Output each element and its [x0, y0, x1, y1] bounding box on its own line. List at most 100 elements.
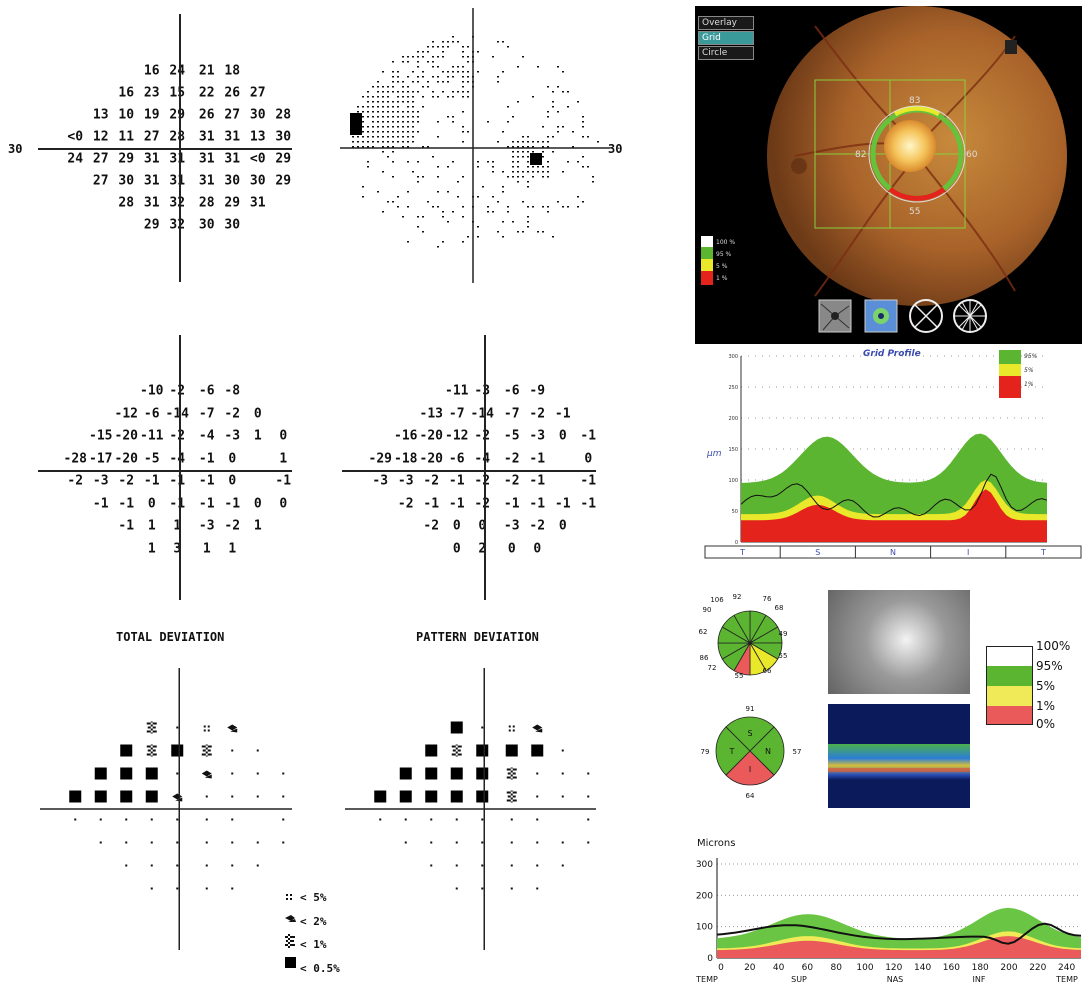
- grayscale-dot: [402, 101, 404, 103]
- grayscale-dot: [382, 211, 384, 213]
- total-deviation-cell: -1: [93, 496, 109, 511]
- pattern-deviation-cell: -1: [423, 496, 439, 511]
- threshold-cell: 26: [224, 86, 240, 101]
- grayscale-dot: [407, 141, 409, 143]
- grayscale-dot: [577, 206, 579, 208]
- oct-retina-layer: [828, 744, 970, 780]
- pattern-deviation-cell: -1: [504, 496, 520, 511]
- grayscale-dot: [462, 131, 464, 133]
- threshold-cell: 12: [93, 130, 109, 145]
- grayscale-dot: [552, 136, 554, 138]
- total-prob-symbol: [171, 745, 183, 757]
- quadrant-value-T: 79: [701, 748, 710, 756]
- quadrant-label: I: [749, 765, 751, 774]
- grayscale-dot: [362, 96, 364, 98]
- pattern-prob-symbol: [456, 842, 458, 844]
- pattern-deviation-cell: -20: [420, 429, 443, 444]
- grayscale-dot: [517, 171, 519, 173]
- grayscale-dot: [367, 106, 369, 108]
- grayscale-dot: [567, 91, 569, 93]
- grayscale-dot: [497, 41, 499, 43]
- grayscale-dot: [462, 91, 464, 93]
- pattern-prob-symbol: [536, 842, 538, 844]
- pattern-prob-symbol: [481, 819, 483, 821]
- grayscale-dot: [377, 126, 379, 128]
- total-deviation-cell: -1: [199, 496, 215, 511]
- grayscale-dot: [412, 121, 414, 123]
- grayscale-dot: [387, 101, 389, 103]
- macula-spot: [791, 158, 807, 174]
- grayscale-dot: [352, 141, 354, 143]
- threshold-cell: 28: [169, 130, 185, 145]
- grayscale-dot: [557, 126, 559, 128]
- quadrant-value-S: 91: [746, 705, 755, 713]
- total-deviation-cell: -2: [67, 474, 83, 489]
- grayscale-dot: [527, 206, 529, 208]
- grayscale-dot: [412, 171, 414, 173]
- pattern-prob-symbol: [476, 768, 488, 780]
- clock-value: 106: [710, 596, 724, 604]
- clock-value: 86: [700, 654, 709, 662]
- grayscale-dot: [522, 176, 524, 178]
- circle-button[interactable]: Circle: [698, 46, 754, 60]
- grayscale-dot: [392, 106, 394, 108]
- grayscale-dot: [547, 211, 549, 213]
- grayscale-dot: [392, 161, 394, 163]
- pattern-deviation-cell: -1: [580, 429, 596, 444]
- grayscale-dot: [462, 51, 464, 53]
- grayscale-dot: [367, 116, 369, 118]
- total-deviation-cell: 1: [254, 519, 262, 534]
- total-deviation-cell: 0: [254, 406, 262, 421]
- gp-legend-5: 5%: [1024, 367, 1034, 374]
- quadrant-label: S: [747, 729, 752, 738]
- total-deviation-cell: 1: [254, 429, 262, 444]
- grayscale-dot: [397, 206, 399, 208]
- total-prob-symbol: [176, 727, 178, 729]
- grayscale-dot: [377, 136, 379, 138]
- grayscale-dot: [537, 166, 539, 168]
- grayscale-dot: [402, 126, 404, 128]
- grayscale-dot: [367, 96, 369, 98]
- grayscale-dot: [387, 136, 389, 138]
- oct-bscan-image: [828, 704, 970, 808]
- grayscale-dot: [517, 141, 519, 143]
- percent-legend-yellow: [986, 686, 1033, 706]
- grayscale-dot: [417, 61, 419, 63]
- pattern-prob-symbol: [452, 745, 462, 757]
- threshold-cell: 31: [199, 130, 215, 145]
- threshold-cell: 28: [275, 108, 291, 123]
- grayscale-dot: [372, 141, 374, 143]
- grayscale-dot: [397, 96, 399, 98]
- overlay-button[interactable]: Overlay: [698, 16, 754, 30]
- grayscale-dot: [377, 191, 379, 193]
- ts-cat-label: NAS: [887, 975, 904, 982]
- pattern-prob-symbol: [511, 888, 513, 890]
- grayscale-dot: [382, 126, 384, 128]
- threshold-cell: 30: [118, 174, 134, 189]
- grid-button[interactable]: Grid: [698, 31, 754, 45]
- grayscale-dot: [392, 201, 394, 203]
- grayscale-dot: [407, 56, 409, 58]
- pattern-deviation-cell: -2: [504, 451, 520, 466]
- grid-profile-chart: Grid Profile μm 050100150200250300 95% 5…: [695, 344, 1083, 566]
- percent-legend-5: 5%: [1036, 679, 1055, 693]
- grayscale-dot: [412, 116, 414, 118]
- pattern-prob-symbol: [531, 745, 543, 757]
- clock-value: 49: [779, 630, 788, 638]
- grayscale-dot: [377, 86, 379, 88]
- grayscale-dot: [467, 81, 469, 83]
- threshold-cell: 24: [169, 64, 185, 79]
- pattern-prob-symbol: [451, 791, 463, 803]
- grayscale-dot: [417, 76, 419, 78]
- total-prob-symbol: [231, 888, 233, 890]
- grayscale-dot: [457, 91, 459, 93]
- grayscale-dot: [447, 166, 449, 168]
- grayscale-dot: [392, 136, 394, 138]
- fundus-side-tab[interactable]: [1005, 40, 1017, 54]
- clock-sector-chart: 106 92 7690 6862 4986 55725566: [695, 588, 805, 698]
- grayscale-dot: [467, 91, 469, 93]
- grayscale-dot: [387, 96, 389, 98]
- total-prob-symbol: [100, 842, 102, 844]
- fundus-legend-green: [701, 247, 713, 259]
- grayscale-dot: [522, 156, 524, 158]
